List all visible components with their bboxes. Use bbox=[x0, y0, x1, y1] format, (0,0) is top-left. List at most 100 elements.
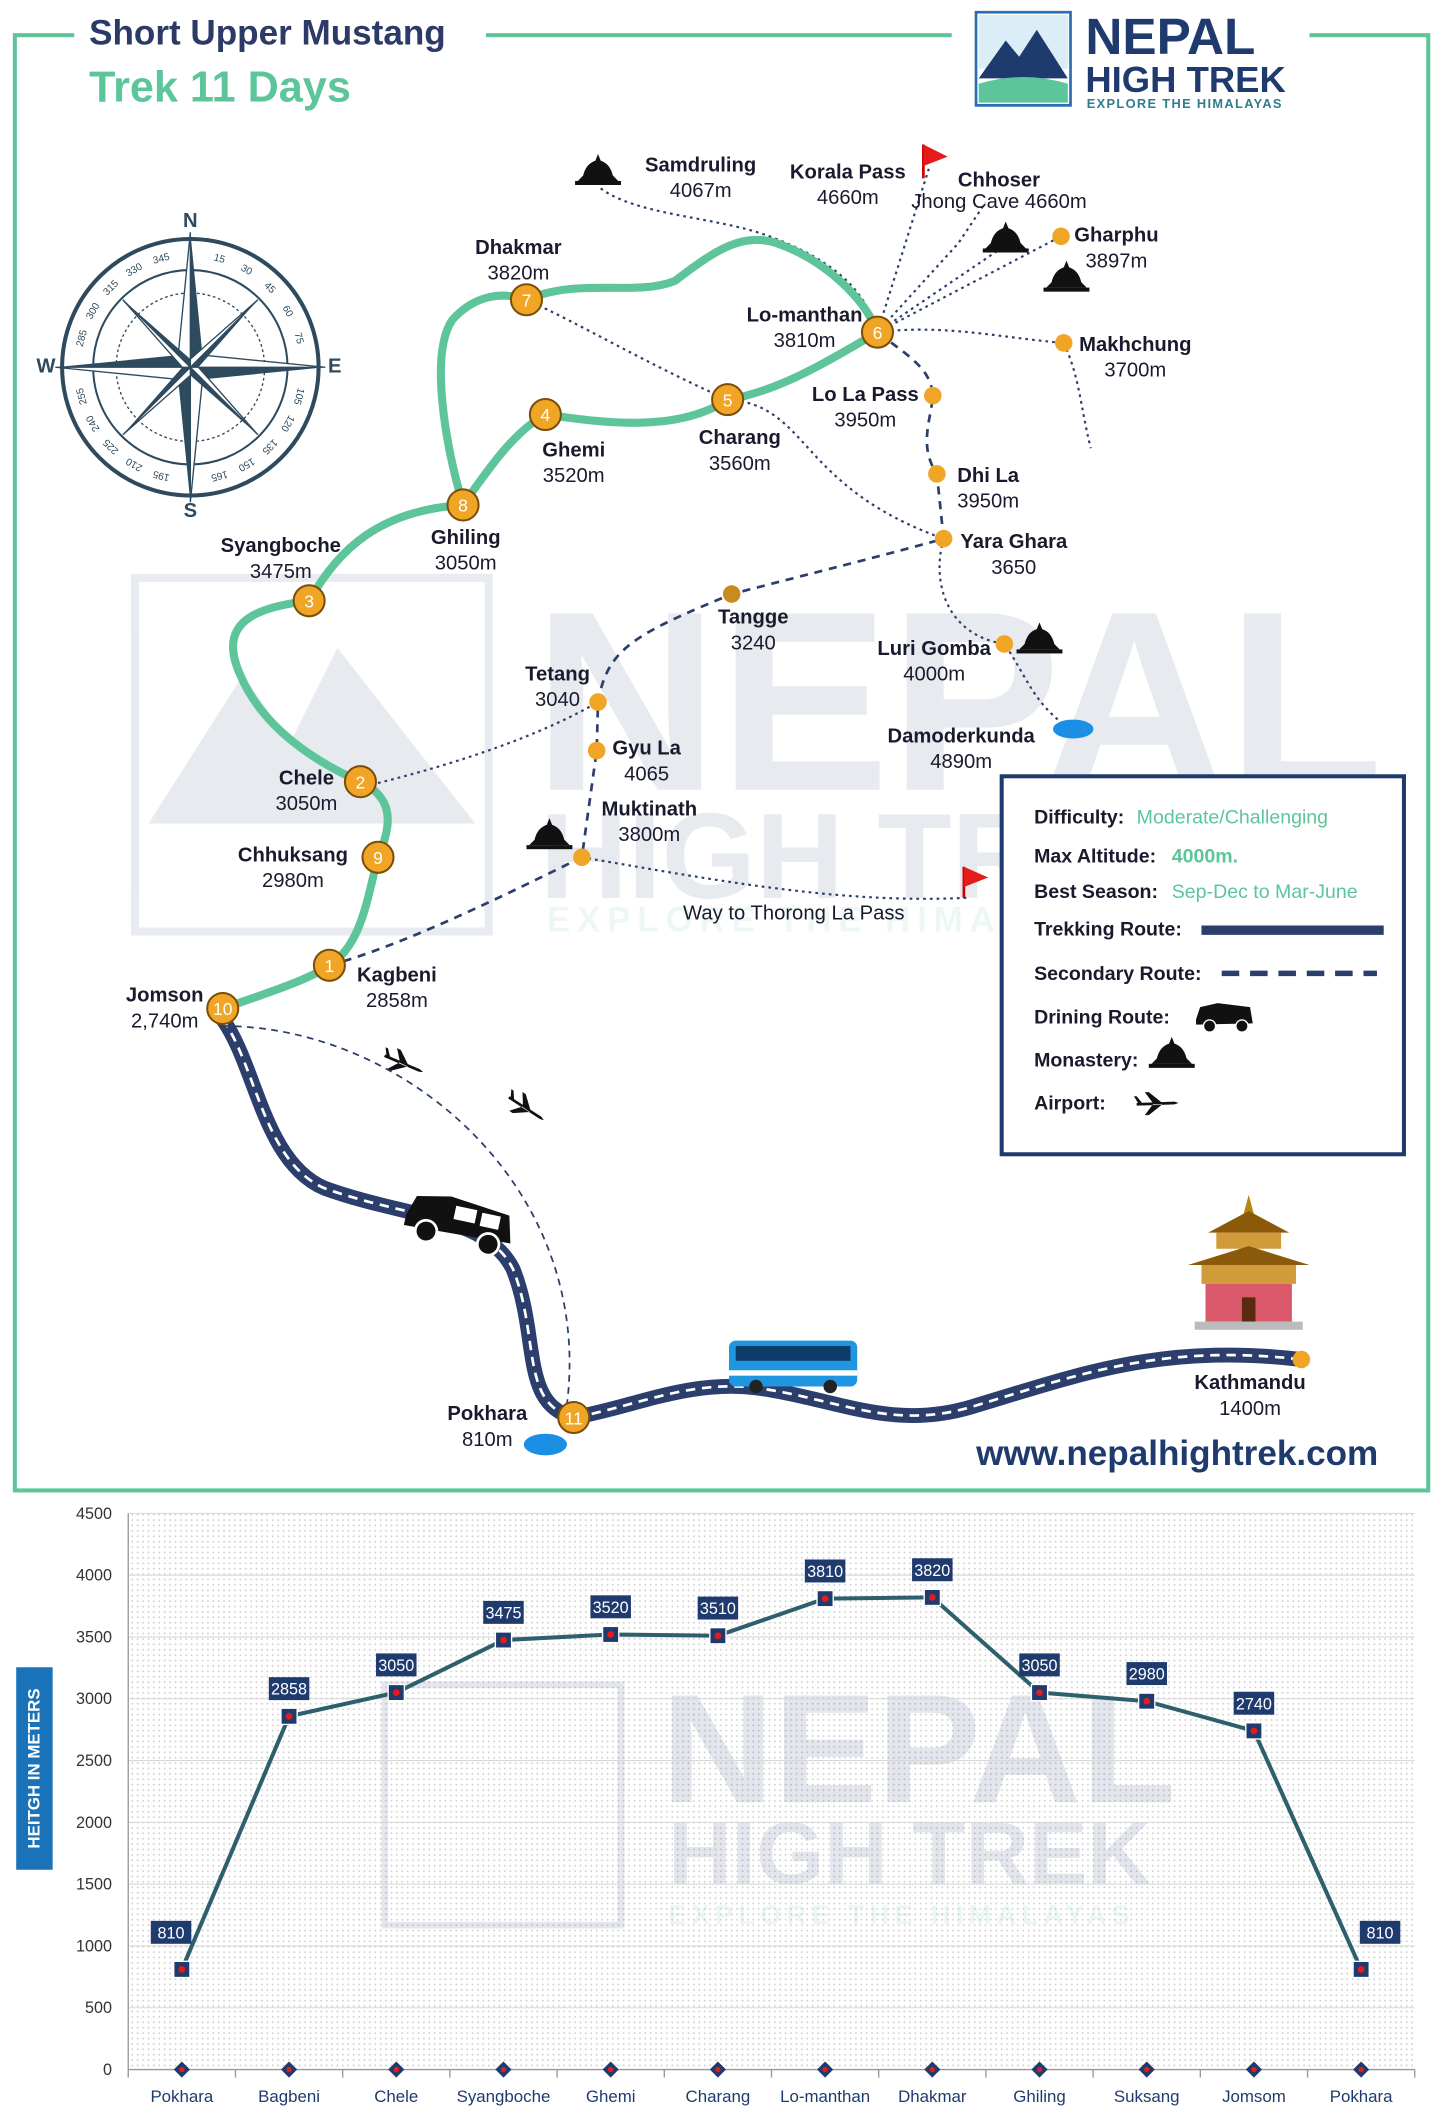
stop-marker bbox=[446, 488, 480, 522]
monastery-base bbox=[575, 180, 621, 186]
compass-degree: 75 bbox=[292, 331, 306, 345]
place-name: Samdruling bbox=[645, 155, 756, 177]
value-label-box bbox=[483, 1600, 524, 1624]
y-tick-label: 4500 bbox=[76, 1505, 112, 1523]
value-label-box bbox=[150, 1920, 192, 1944]
jeep bbox=[403, 1196, 511, 1257]
value-label-box bbox=[590, 1595, 631, 1619]
stop-name: Ghemi bbox=[542, 439, 605, 461]
place-name: Luri Gomba bbox=[877, 638, 991, 660]
place-name: Lo La Pass bbox=[812, 384, 919, 406]
place-marker bbox=[589, 693, 607, 711]
stop-marker bbox=[528, 397, 562, 432]
value-label: 2980 bbox=[1129, 1666, 1165, 1684]
place-marker bbox=[587, 741, 606, 760]
x-tick-label: Lo-manthan bbox=[780, 2087, 870, 2106]
place-marker bbox=[928, 465, 946, 483]
chart: 0 500 1000 1500 2000 2500 3000 3500 4000 4500 810 2… bbox=[76, 1505, 1416, 2106]
title-mask bbox=[74, 0, 486, 109]
compass-star bbox=[122, 299, 259, 436]
y-tick-label: 2000 bbox=[76, 1814, 112, 1832]
stop-name: Chele bbox=[279, 767, 334, 789]
stop-number: 2 bbox=[356, 772, 366, 792]
place-elevation: 1400m bbox=[1219, 1398, 1281, 1420]
side-path bbox=[581, 856, 967, 900]
place-elevation: 3950m bbox=[957, 491, 1019, 513]
monastery-icon bbox=[1046, 260, 1087, 288]
legend-label: Monastery: bbox=[1034, 1050, 1138, 1072]
flag-cloth bbox=[963, 866, 989, 887]
stop-number: 9 bbox=[373, 848, 383, 868]
value-label-box bbox=[912, 1558, 953, 1582]
stop-name: Ghiling bbox=[431, 527, 501, 549]
value-label-box bbox=[268, 1677, 310, 1701]
watermark-box bbox=[381, 1681, 625, 1929]
monastery bbox=[526, 818, 573, 850]
note: Way to Thorong La Pass bbox=[683, 902, 905, 924]
stop-number: 3 bbox=[304, 592, 314, 612]
legend-label: Secondary Route: bbox=[1034, 963, 1201, 985]
temple bbox=[1187, 1194, 1310, 1330]
place-elevation: 4067m bbox=[670, 180, 732, 202]
stop-marker bbox=[292, 584, 326, 618]
value-label-box bbox=[804, 1559, 846, 1583]
legend-label: Max Altitude: bbox=[1034, 846, 1156, 868]
side-path bbox=[377, 701, 599, 785]
stop-elevation: 3520m bbox=[543, 465, 605, 487]
place-elevation: 4660m bbox=[817, 187, 879, 209]
legend-label: Trekking Route: bbox=[1034, 919, 1182, 941]
compass-degree: 285 bbox=[75, 328, 90, 348]
value-label: 3820 bbox=[914, 1562, 950, 1580]
y-tick-label: 0 bbox=[103, 2061, 112, 2079]
value-label: 2858 bbox=[271, 1681, 307, 1699]
bus-stripe bbox=[728, 1370, 858, 1376]
temple-tier bbox=[1216, 1232, 1282, 1249]
logo-mountain bbox=[978, 29, 1068, 79]
value-label: 810 bbox=[1367, 1924, 1394, 1942]
value-label-box bbox=[1233, 1691, 1275, 1715]
place-name: Damoderkunda bbox=[888, 726, 1036, 748]
place-marker bbox=[934, 529, 953, 548]
stop-number: 1 bbox=[325, 956, 335, 976]
point-dot bbox=[1357, 1966, 1365, 1973]
place-elevation: 3800m bbox=[618, 824, 680, 846]
logo-tagline: EXPLORE THE HIMALAYAS bbox=[1087, 96, 1283, 111]
value-label-box bbox=[697, 1596, 739, 1620]
baseline-dot bbox=[1144, 2066, 1150, 2073]
compass-degree: 255 bbox=[75, 386, 90, 406]
compass-cardinal: N bbox=[183, 210, 198, 232]
logo-hill bbox=[978, 77, 1068, 103]
compass-degree: 105 bbox=[291, 387, 306, 407]
watermark-text: HIGH TREK bbox=[668, 1804, 1151, 1902]
temple-door bbox=[1241, 1297, 1256, 1322]
monastery-icon bbox=[985, 221, 1026, 249]
value-label-box bbox=[1359, 1920, 1401, 1944]
temple-step bbox=[1194, 1321, 1303, 1330]
place-marker bbox=[573, 848, 591, 867]
jeep-wheel bbox=[475, 1232, 501, 1257]
flag-cloth bbox=[923, 144, 948, 167]
stop-number: 4 bbox=[541, 405, 551, 425]
stop-name: Kagbeni bbox=[357, 964, 437, 986]
place-marker bbox=[995, 635, 1014, 653]
compass-cardinal: E bbox=[328, 356, 342, 378]
point-dot bbox=[607, 1631, 615, 1638]
place-name: Tangge bbox=[718, 607, 788, 629]
monastery bbox=[1016, 622, 1063, 654]
lake bbox=[523, 1433, 567, 1456]
flag bbox=[962, 866, 989, 898]
place-name: Chhoser bbox=[958, 169, 1040, 191]
jeep-wheel bbox=[1235, 1019, 1249, 1033]
x-tick-label: Suksang bbox=[1114, 2087, 1180, 2106]
stop-number: 5 bbox=[723, 390, 733, 410]
x-tick-label: Ghiling bbox=[1013, 2087, 1065, 2106]
lake bbox=[1052, 719, 1094, 739]
y-tick-label: 500 bbox=[85, 1999, 112, 2017]
flight-route bbox=[222, 1025, 571, 1405]
stop-name: Pokhara bbox=[447, 1403, 528, 1425]
watermark-text: NEPAL bbox=[661, 1661, 1176, 1835]
legend-value: Moderate/Challenging bbox=[1137, 807, 1328, 829]
stop-number: 6 bbox=[873, 323, 883, 343]
point-dot bbox=[392, 1689, 400, 1696]
legend-label: Difficulty: bbox=[1034, 807, 1124, 829]
